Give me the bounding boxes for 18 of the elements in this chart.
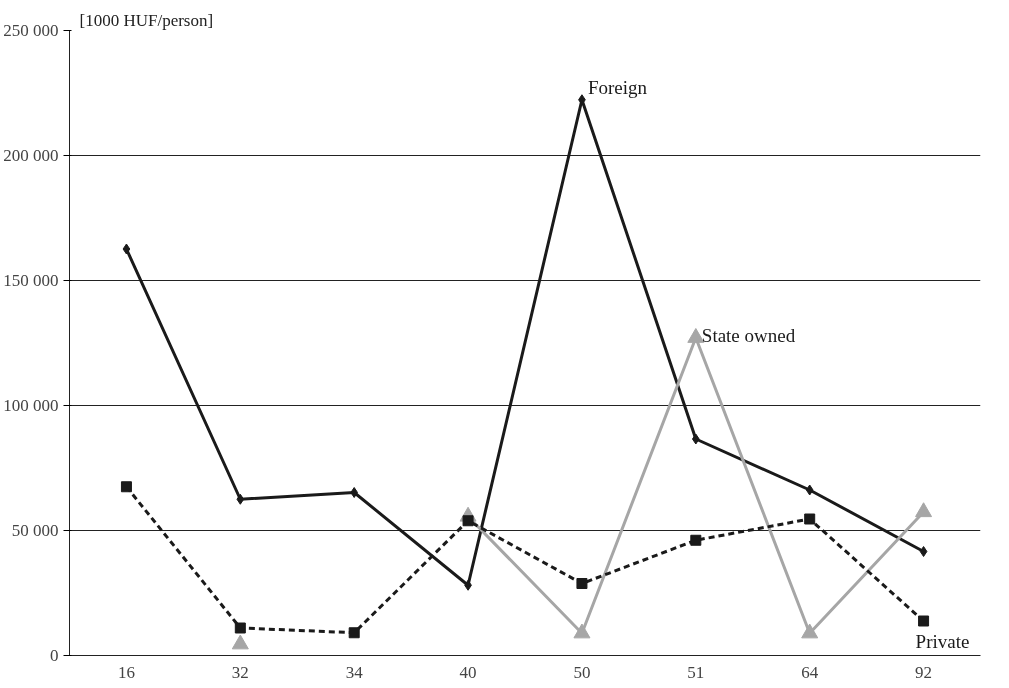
y-tick-label: 200 000 bbox=[3, 146, 59, 165]
y-tick-label: 50 000 bbox=[11, 521, 59, 540]
series-label: Foreign bbox=[587, 76, 648, 98]
x-tick-label: 50 bbox=[573, 662, 591, 682]
x-tick-label: 40 bbox=[459, 662, 477, 682]
y-tick-label: 150 000 bbox=[3, 271, 59, 290]
series-label: Private bbox=[915, 631, 970, 652]
x-tick-label: 92 bbox=[915, 662, 933, 682]
y-tick-label: 250 000 bbox=[3, 21, 59, 40]
x-tick-label: 34 bbox=[345, 662, 364, 682]
x-tick-label: 51 bbox=[687, 662, 705, 682]
x-tick-label: 16 bbox=[117, 662, 135, 682]
y-tick-label: 0 bbox=[50, 646, 59, 665]
y-axis-title: [1000 HUF/person] bbox=[79, 10, 214, 30]
x-tick-label: 32 bbox=[231, 662, 249, 682]
y-tick-label: 100 000 bbox=[3, 396, 59, 415]
series-label: State owned bbox=[701, 325, 796, 347]
x-tick-label: 64 bbox=[801, 662, 819, 682]
